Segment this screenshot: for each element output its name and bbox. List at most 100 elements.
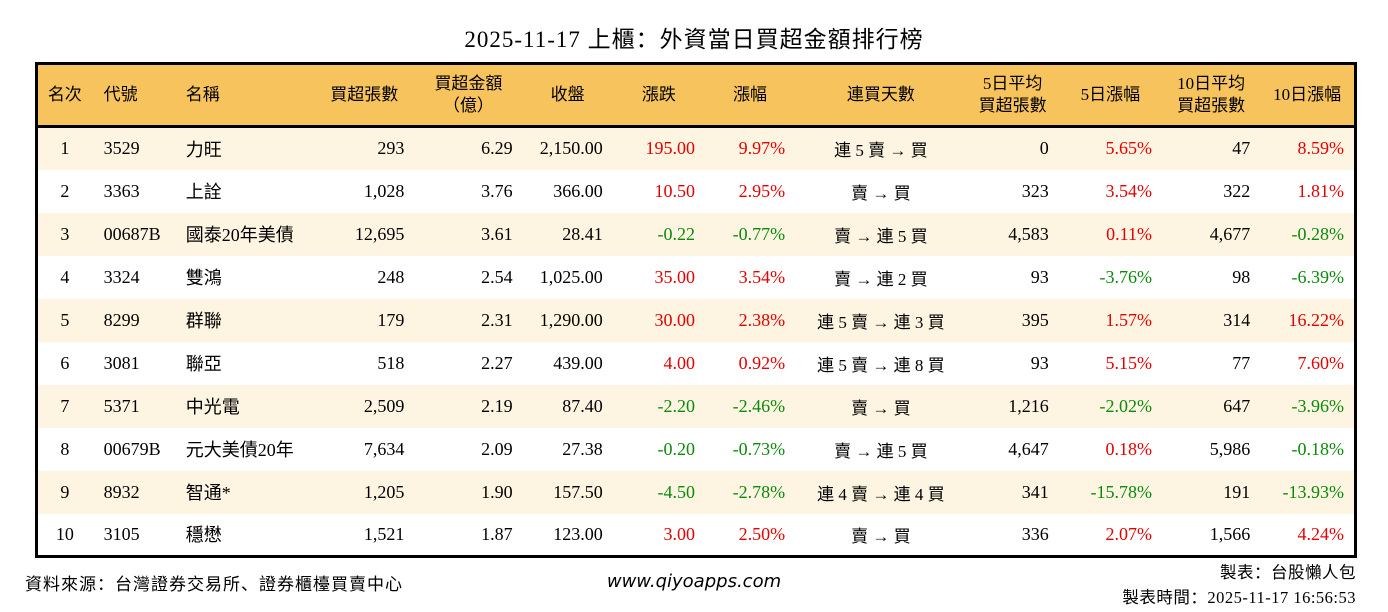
cell-stock-code: 3105	[103, 523, 140, 544]
cell-buy-volume: 293	[377, 138, 405, 159]
cell-stock-name: 中光電	[185, 397, 240, 417]
header-row: 名次 代號 名稱 買超張數 買超金額 （億） 收盤 漲跌 漲幅 連買天數 5日平…	[36, 63, 1356, 128]
cell-10day-percent: -0.28%	[1291, 223, 1345, 244]
cell-price-change: -4.50	[657, 481, 695, 502]
cell-rank: 2	[60, 180, 70, 201]
header-close-price: 收盤	[522, 63, 613, 128]
credit-author: 製表：台股懶人包	[1220, 563, 1356, 582]
cell-10day-percent: 4.24%	[1297, 523, 1345, 544]
cell-buy-amount: 2.54	[481, 266, 513, 287]
cell-10day-percent: -13.93%	[1282, 481, 1345, 502]
table-header: 名次 代號 名稱 買超張數 買超金額 （億） 收盤 漲跌 漲幅 連買天數 5日平…	[36, 63, 1356, 128]
cell-buy-streak: 賣 → 連 5 買	[834, 441, 928, 461]
cell-close-price: 157.50	[553, 481, 603, 502]
header-change-percent: 漲幅	[704, 63, 796, 128]
cell-change-percent: 2.38%	[738, 309, 786, 330]
cell-buy-volume: 518	[377, 352, 405, 373]
cell-close-price: 366.00	[553, 180, 603, 201]
cell-10day-percent: 7.60%	[1297, 352, 1345, 373]
header-stock-code: 代號	[91, 63, 174, 128]
cell-close-price: 27.38	[562, 438, 603, 459]
cell-price-change: 3.00	[663, 523, 695, 544]
header-10day-percent: 10日漲幅	[1260, 63, 1356, 128]
cell-5day-percent: -3.76%	[1099, 266, 1152, 287]
cell-avg5-volume: 323	[1021, 180, 1049, 201]
cell-buy-volume: 7,634	[363, 438, 405, 459]
cell-change-percent: -2.46%	[732, 395, 786, 416]
cell-stock-code: 3529	[103, 138, 140, 159]
cell-stock-name: 穩懋	[185, 525, 222, 546]
cell-5day-percent: 0.18%	[1105, 438, 1152, 459]
cell-buy-amount: 2.31	[481, 309, 513, 330]
cell-close-price: 2,150.00	[539, 138, 603, 159]
cell-stock-name: 雙鴻	[185, 268, 222, 288]
cell-stock-name: 群聯	[185, 311, 222, 331]
cell-buy-streak: 賣 → 連 2 買	[834, 269, 928, 289]
cell-buy-amount: 3.76	[481, 180, 513, 201]
cell-avg5-volume: 395	[1021, 309, 1049, 330]
table-body: 1 3529 力旺 293 6.29 2,150.00 195.00 9.97%…	[36, 126, 1356, 557]
cell-10day-percent: -0.18%	[1291, 438, 1345, 459]
cell-buy-streak: 連 5 賣 → 連 3 買	[817, 312, 945, 332]
cell-rank: 7	[60, 395, 70, 416]
table-row: 9 8932 智通* 1,205 1.90 157.50 -4.50 -2.78…	[36, 470, 1356, 514]
cell-avg10-volume: 1,566	[1209, 523, 1251, 544]
cell-5day-percent: 2.07%	[1105, 523, 1152, 544]
cell-buy-volume: 248	[377, 266, 405, 287]
table-row: 3 00687B 國泰20年美債 12,695 3.61 28.41 -0.22…	[36, 212, 1356, 256]
cell-price-change: -0.20	[657, 438, 695, 459]
cell-buy-amount: 1.90	[481, 481, 513, 502]
table-row: 6 3081 聯亞 518 2.27 439.00 4.00 0.92% 連 5…	[37, 342, 1356, 385]
cell-5day-percent: 1.57%	[1105, 309, 1152, 330]
cell-stock-code: 3081	[103, 352, 140, 373]
cell-price-change: 4.00	[663, 352, 695, 373]
cell-buy-amount: 1.87	[481, 523, 513, 544]
cell-stock-code: 8932	[103, 481, 140, 502]
cell-avg5-volume: 1,216	[1008, 395, 1049, 416]
cell-buy-streak: 賣 → 買	[851, 398, 911, 418]
cell-buy-amount: 2.09	[481, 438, 513, 459]
header-buy-amount: 買超金額 （億）	[414, 63, 523, 128]
credit-timestamp: 製表時間：2025-11-17 16:56:53	[1122, 587, 1356, 607]
cell-stock-name: 上詮	[185, 182, 222, 202]
cell-buy-volume: 2,509	[363, 395, 405, 416]
cell-buy-amount: 3.61	[481, 223, 513, 244]
cell-stock-name: 元大美債20年	[185, 440, 294, 460]
cell-buy-amount: 2.19	[481, 395, 513, 416]
cell-rank: 10	[55, 523, 74, 544]
cell-buy-amount: 6.29	[481, 138, 513, 159]
data-source-note: 資料來源：台灣證券交易所、證券櫃檯買賣中心	[25, 575, 403, 594]
cell-avg5-volume: 93	[1030, 352, 1049, 373]
website-url: www.qiyoapps.com	[606, 571, 782, 592]
cell-price-change: 35.00	[654, 266, 695, 287]
cell-10day-percent: -6.39%	[1291, 266, 1345, 287]
cell-5day-percent: 5.15%	[1105, 352, 1152, 373]
cell-stock-code: 3363	[103, 180, 140, 201]
cell-stock-name: 力旺	[185, 139, 222, 160]
cell-avg10-volume: 4,677	[1209, 223, 1251, 244]
cell-change-percent: -2.78%	[732, 481, 786, 502]
cell-buy-streak: 連 5 賣 → 買	[834, 141, 928, 161]
cell-change-percent: 3.54%	[738, 266, 786, 287]
table-row: 5 8299 群聯 179 2.31 1,290.00 30.00 2.38% …	[36, 298, 1356, 342]
cell-buy-streak: 賣 → 連 5 買	[834, 226, 928, 246]
cell-avg10-volume: 98	[1232, 266, 1251, 287]
cell-price-change: 195.00	[645, 138, 695, 159]
table-row: 8 00679B 元大美債20年 7,634 2.09 27.38 -0.20 …	[37, 428, 1356, 471]
cell-5day-percent: 3.54%	[1105, 180, 1152, 201]
cell-10day-percent: 16.22%	[1288, 309, 1345, 330]
table-row: 2 3363 上詮 1,028 3.76 366.00 10.50 2.95% …	[37, 170, 1356, 213]
cell-avg10-volume: 47	[1232, 138, 1251, 159]
cell-price-change: 30.00	[654, 309, 695, 330]
cell-price-change: 10.50	[654, 180, 695, 201]
cell-avg5-volume: 93	[1030, 266, 1049, 287]
cell-change-percent: 9.97%	[738, 138, 786, 159]
cell-avg5-volume: 336	[1021, 523, 1049, 544]
header-buy-streak: 連買天數	[795, 63, 967, 128]
table-row: 7 5371 中光電 2,509 2.19 87.40 -2.20 -2.46%…	[36, 384, 1356, 428]
cell-buy-streak: 連 4 賣 → 連 4 買	[817, 484, 945, 504]
table-row: 4 3324 雙鴻 248 2.54 1,025.00 35.00 3.54% …	[37, 256, 1356, 299]
cell-stock-code: 00679B	[103, 438, 161, 459]
cell-10day-percent: -3.96%	[1291, 395, 1345, 416]
